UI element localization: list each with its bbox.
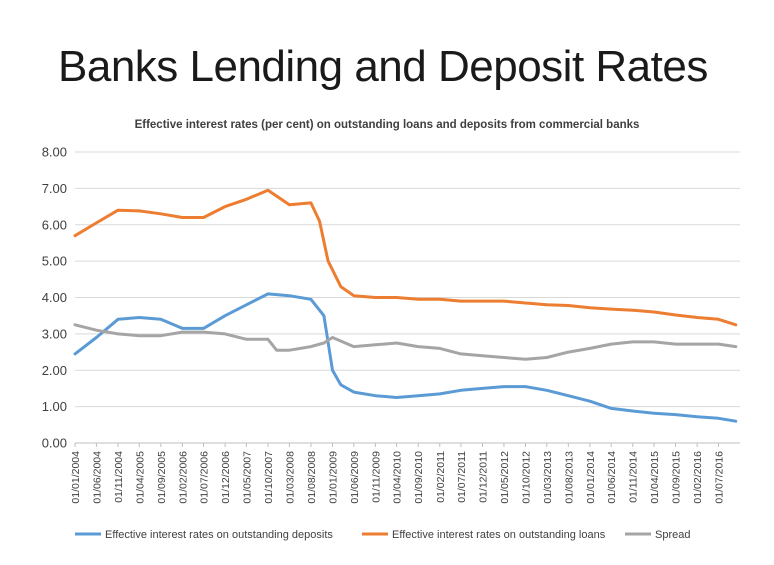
x-tick-label: 01/07/2016 [713,451,725,504]
x-tick-label: 01/07/2011 [456,451,468,503]
series-line-2 [73,188,738,327]
x-tick-label: 01/09/2010 [413,451,425,504]
x-tick-label: 01/01/2014 [585,451,597,504]
x-tick-label: 01/08/2013 [563,451,575,504]
y-tick-label: 5.00 [42,254,67,269]
x-tick-label: 01/01/2004 [70,451,82,504]
x-tick-label: 01/11/2009 [370,451,382,503]
x-tick-label: 01/02/2016 [692,451,704,504]
series-line-3 [73,323,738,361]
x-tick-label: 01/02/2006 [177,451,189,504]
x-tick-label: 01/03/2013 [542,451,554,504]
x-tick-label: 01/10/2012 [520,451,532,504]
y-axis-tick-labels: 0.00 1.00 2.00 3.00 4.00 5.00 6.00 7.00 8.00 [42,145,67,451]
series-line-1 [73,292,738,423]
x-tick-label: 01/11/2014 [628,451,640,503]
x-tick-label: 01/01/2009 [328,451,340,504]
y-tick-label: 1.00 [42,399,67,414]
x-tick-label: 01/06/2009 [349,451,361,504]
y-tick-label: 8.00 [42,145,67,160]
series-lines [73,188,738,423]
x-tick-label: 01/11/2004 [113,451,125,503]
x-tick-label: 01/05/2007 [241,451,253,504]
legend-label: Effective interest rates on outstanding … [392,529,606,541]
chart-title: Effective interest rates (per cent) on o… [135,119,640,131]
x-tick-label: 01/05/2012 [499,451,511,504]
x-tick-label: 01/12/2011 [477,451,489,503]
x-tick-label: 01/08/2008 [306,451,318,504]
y-tick-label: 6.00 [42,217,67,232]
x-tick-label: 01/09/2015 [671,451,683,504]
y-tick-label: 2.00 [42,363,67,378]
y-tick-label: 3.00 [42,326,67,341]
x-tick-label: 01/02/2011 [435,451,447,503]
gridlines [74,151,740,447]
legend: Effective interest rates on outstanding … [75,529,690,541]
x-tick-label: 01/10/2007 [263,451,275,504]
x-tick-label: 01/07/2006 [199,451,211,504]
x-tick-label: 01/09/2005 [156,451,168,504]
x-tick-label: 01/03/2008 [284,451,296,504]
x-tick-label: 01/04/2010 [392,451,404,504]
y-tick-label: 4.00 [42,290,67,305]
legend-label: Effective interest rates on outstanding … [105,529,333,541]
x-tick-label: 01/12/2006 [220,451,232,504]
x-tick-label: 01/06/2004 [91,451,103,504]
slide-title: Banks Lending and Deposit Rates [58,42,708,91]
x-tick-label: 01/04/2015 [649,451,661,504]
x-tick-label: 01/06/2014 [606,451,618,504]
legend-label: Spread [655,529,690,541]
x-tick-label: 01/04/2005 [134,451,146,504]
y-tick-label: 0.00 [42,436,67,451]
y-tick-label: 7.00 [42,181,67,196]
x-axis-tick-labels: 01/01/2004 01/06/2004 01/11/2004 01/04/2005… [70,451,725,504]
